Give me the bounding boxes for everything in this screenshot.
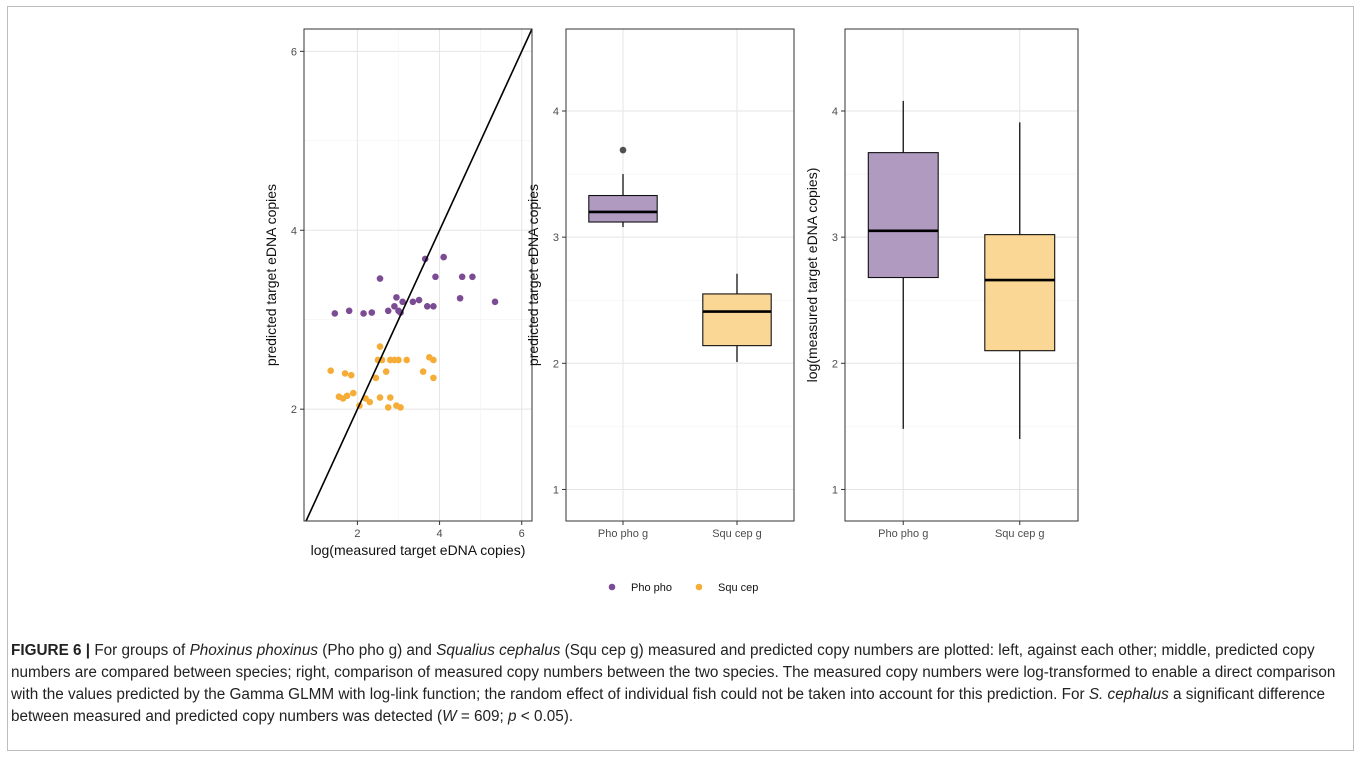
scatter-point-squ-cep <box>347 371 355 379</box>
predicted-boxplot-panel: 1 2 3 4 predicted target eDNA copies Pho pho … <box>525 28 795 540</box>
scatter-point-squ-cep <box>343 392 351 400</box>
caption-stat-w: W <box>442 708 457 725</box>
meas-x-tick-label: Pho pho g <box>878 528 928 540</box>
caption-text-1: For groups of <box>90 642 190 659</box>
figure-caption: FIGURE 6 | For groups of Phoxinus phoxin… <box>11 640 1346 728</box>
panel-background <box>566 29 794 521</box>
scatter-point-pho-pho <box>345 307 353 315</box>
scatter-point-pho-pho <box>393 294 400 301</box>
caption-label: FIGURE 6 | <box>11 642 91 659</box>
scatter-y-tick-label: 6 <box>291 46 297 58</box>
panel-border <box>844 28 1079 522</box>
pred-x-tick-label: Squ cep g <box>712 528 762 540</box>
scatter-point-pho-pho <box>331 310 339 317</box>
scatter-point-squ-cep <box>382 368 390 375</box>
pred-box-pho-pho-g <box>588 194 658 223</box>
meas-y-tick-label: 4 <box>832 106 838 118</box>
meas-y-tick-label: 1 <box>832 484 838 496</box>
pred-y-tick-label: 3 <box>553 232 559 244</box>
scatter-point-pho-pho <box>409 298 417 306</box>
scatter-point-squ-cep <box>430 356 437 364</box>
scatter-point-squ-cep <box>376 343 384 350</box>
legend: Pho pho Squ cep <box>608 582 758 594</box>
scatter-point-pho-pho <box>391 303 398 310</box>
scatter-point-pho-pho <box>430 303 437 310</box>
caption-species-2: Squalius cephalus <box>436 642 561 659</box>
legend-key-squ-cep <box>695 583 703 591</box>
scatter-y-tick-label: 4 <box>291 225 297 237</box>
panel-border <box>565 28 795 522</box>
scatter-point-squ-cep <box>327 367 335 375</box>
pred-y-tick-label: 1 <box>553 484 559 496</box>
meas-box-pho-pho-g <box>867 152 939 279</box>
scatter-point-pho-pho <box>415 296 423 304</box>
scatter-point-squ-cep <box>419 368 427 375</box>
caption-text-5: = 609; <box>456 708 509 725</box>
panel-border <box>303 28 533 522</box>
scatter-point-pho-pho <box>458 273 466 281</box>
scatter-point-squ-cep <box>366 398 374 406</box>
meas-x-tick-label: Squ cep g <box>995 528 1045 540</box>
caption-stat-p: p <box>508 708 517 725</box>
scatter-y-axis-label: predicted target eDNA copies <box>263 184 279 366</box>
scatter-x-tick-label: 4 <box>437 528 443 540</box>
scatter-x-axis-label: log(measured target eDNA copies) <box>311 542 526 558</box>
scatter-point-squ-cep <box>430 374 437 382</box>
meas-y-tick-label: 3 <box>832 232 838 244</box>
meas-y-tick-label: 2 <box>832 358 838 370</box>
pred-box-squ-cep-g <box>702 293 772 347</box>
pred-x-tick-label: Pho pho g <box>598 528 648 540</box>
pred-y-tick-label: 4 <box>553 106 559 118</box>
caption-text-2: (Pho pho g) and <box>317 642 437 659</box>
scatter-x-tick-label: 6 <box>519 528 525 540</box>
scatter-point-pho-pho <box>368 309 376 316</box>
scatter-point-pho-pho <box>491 298 499 306</box>
caption-text-4: a significant difference between measure… <box>11 686 1325 725</box>
pred-y-axis-label: predicted target eDNA copies <box>525 184 541 366</box>
caption-species-3: S. cephalus <box>1088 686 1169 703</box>
scatter-point-squ-cep <box>384 404 392 411</box>
scatter-point-pho-pho <box>360 310 367 317</box>
legend-label-squ-cep: Squ cep <box>718 582 758 594</box>
scatter-point-pho-pho <box>376 275 384 282</box>
scatter-point-pho-pho <box>423 303 431 310</box>
identity-line <box>305 28 533 522</box>
scatter-point-pho-pho <box>384 307 392 315</box>
legend-key-pho-pho <box>608 583 616 591</box>
pred-y-tick-label: 2 <box>553 358 559 370</box>
scatter-point-pho-pho <box>399 298 406 306</box>
caption-text-6: < 0.05). <box>516 708 574 725</box>
pred-outlier-pho-pho-g <box>619 146 627 154</box>
scatter-point-pho-pho <box>440 253 447 261</box>
caption-text-3: (Squ cep g) measured and predicted copy … <box>11 642 1336 703</box>
scatter-point-squ-cep <box>372 374 380 382</box>
scatter-point-squ-cep <box>349 389 357 397</box>
scatter-point-pho-pho <box>456 294 464 302</box>
figure-charts: 2 4 6 predicted target eDNA copies 2 4 6 log(me… <box>263 28 1079 594</box>
measured-boxplot-panel: 1 2 3 4 log(measured target eDNA copies) Pho … <box>804 28 1079 540</box>
scatter-point-squ-cep <box>386 394 394 401</box>
scatter-point-squ-cep <box>376 394 384 401</box>
legend-label-pho-pho: Pho pho <box>631 582 672 594</box>
figure-frame <box>7 6 1354 751</box>
scatter-point-squ-cep <box>395 356 402 364</box>
caption-species-1: Phoxinus phoxinus <box>189 642 318 659</box>
scatter-x-tick-label: 2 <box>354 528 360 540</box>
meas-y-axis-label: log(measured target eDNA copies) <box>804 168 820 383</box>
scatter-point-squ-cep <box>403 356 411 364</box>
scatter-point-pho-pho <box>432 273 439 281</box>
scatter-point-squ-cep <box>341 370 349 377</box>
scatter-panel: 2 4 6 predicted target eDNA copies 2 4 6 log(me… <box>263 28 533 558</box>
scatter-point-pho-pho <box>469 273 476 281</box>
scatter-point-squ-cep <box>397 404 404 411</box>
scatter-y-tick-label: 2 <box>291 404 297 416</box>
meas-box-squ-cep-g <box>984 234 1056 352</box>
